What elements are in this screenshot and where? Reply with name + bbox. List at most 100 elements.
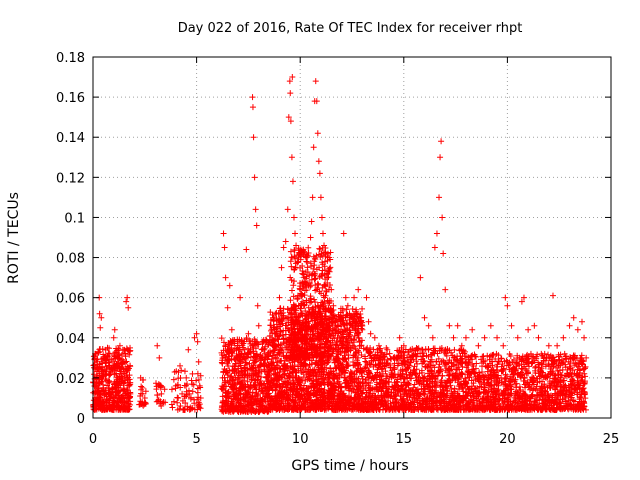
data-point xyxy=(296,285,303,292)
data-point xyxy=(309,305,316,312)
data-point xyxy=(274,364,281,371)
data-point xyxy=(274,392,281,399)
data-point xyxy=(290,321,297,328)
data-point xyxy=(321,405,328,412)
data-point xyxy=(254,396,261,403)
data-point xyxy=(354,386,361,393)
data-point xyxy=(356,392,363,399)
data-point xyxy=(331,324,338,331)
data-point xyxy=(327,249,334,256)
data-point xyxy=(349,379,356,386)
data-point xyxy=(342,327,349,334)
data-point xyxy=(310,401,317,408)
data-point xyxy=(314,302,321,309)
data-point xyxy=(127,362,134,369)
data-point xyxy=(351,377,358,384)
data-point xyxy=(292,399,299,406)
data-point xyxy=(343,306,350,313)
data-point xyxy=(255,403,262,410)
data-point xyxy=(323,313,330,320)
data-point xyxy=(256,382,263,389)
data-point xyxy=(287,341,294,348)
data-point xyxy=(253,351,260,358)
data-point xyxy=(318,353,325,360)
data-point xyxy=(315,334,322,341)
data-point xyxy=(229,406,236,413)
data-point xyxy=(263,374,270,381)
data-point xyxy=(287,297,294,304)
data-point xyxy=(291,381,298,388)
data-point xyxy=(315,251,322,258)
data-point xyxy=(220,339,227,346)
data-point xyxy=(299,281,306,288)
data-point xyxy=(248,376,255,383)
data-point xyxy=(344,363,351,370)
data-point xyxy=(222,342,229,349)
data-point xyxy=(259,387,266,394)
data-point xyxy=(349,306,356,313)
data-point xyxy=(311,262,318,269)
data-point xyxy=(252,371,259,378)
data-point xyxy=(267,367,274,374)
data-point xyxy=(333,383,340,390)
data-point xyxy=(326,316,333,323)
data-point xyxy=(154,391,161,398)
data-point xyxy=(311,383,318,390)
data-point xyxy=(174,394,181,401)
data-point xyxy=(267,378,274,385)
data-point xyxy=(266,404,273,411)
data-point xyxy=(318,272,325,279)
data-point xyxy=(219,402,226,409)
data-point xyxy=(257,407,264,414)
data-point xyxy=(307,299,314,306)
data-point xyxy=(306,392,313,399)
data-point xyxy=(240,356,247,363)
data-point xyxy=(340,339,347,346)
data-point xyxy=(261,350,268,357)
data-point xyxy=(355,330,362,337)
data-point xyxy=(299,346,306,353)
data-point xyxy=(91,404,98,411)
data-point xyxy=(305,250,312,257)
data-point xyxy=(118,378,125,385)
data-point xyxy=(260,366,267,373)
data-point xyxy=(299,368,306,375)
data-point xyxy=(273,354,280,361)
data-point xyxy=(242,408,249,415)
data-point xyxy=(113,370,120,377)
data-point xyxy=(291,326,298,333)
data-point xyxy=(196,404,203,411)
data-point xyxy=(299,262,306,269)
data-point xyxy=(273,382,280,389)
data-point xyxy=(249,357,256,364)
data-point xyxy=(116,350,123,357)
data-point xyxy=(251,383,258,390)
data-point xyxy=(336,338,343,345)
data-point xyxy=(309,270,316,277)
data-point xyxy=(317,401,324,408)
data-point xyxy=(284,375,291,382)
data-point xyxy=(96,379,103,386)
data-point xyxy=(225,355,232,362)
data-point xyxy=(338,333,345,340)
data-point xyxy=(292,255,299,262)
data-point xyxy=(231,355,238,362)
data-point xyxy=(290,282,297,289)
data-point xyxy=(125,400,132,407)
data-point xyxy=(321,320,328,327)
data-point xyxy=(124,374,131,381)
data-point xyxy=(272,387,279,394)
data-point xyxy=(156,400,163,407)
data-point xyxy=(325,395,332,402)
data-point xyxy=(341,356,348,363)
data-point xyxy=(221,379,228,386)
data-point xyxy=(237,406,244,413)
data-point xyxy=(307,366,314,373)
data-point xyxy=(224,402,231,409)
data-point xyxy=(296,382,303,389)
data-point xyxy=(116,368,123,375)
data-point xyxy=(275,342,282,349)
data-point xyxy=(262,392,269,399)
data-point xyxy=(338,367,345,374)
data-point xyxy=(284,406,291,413)
